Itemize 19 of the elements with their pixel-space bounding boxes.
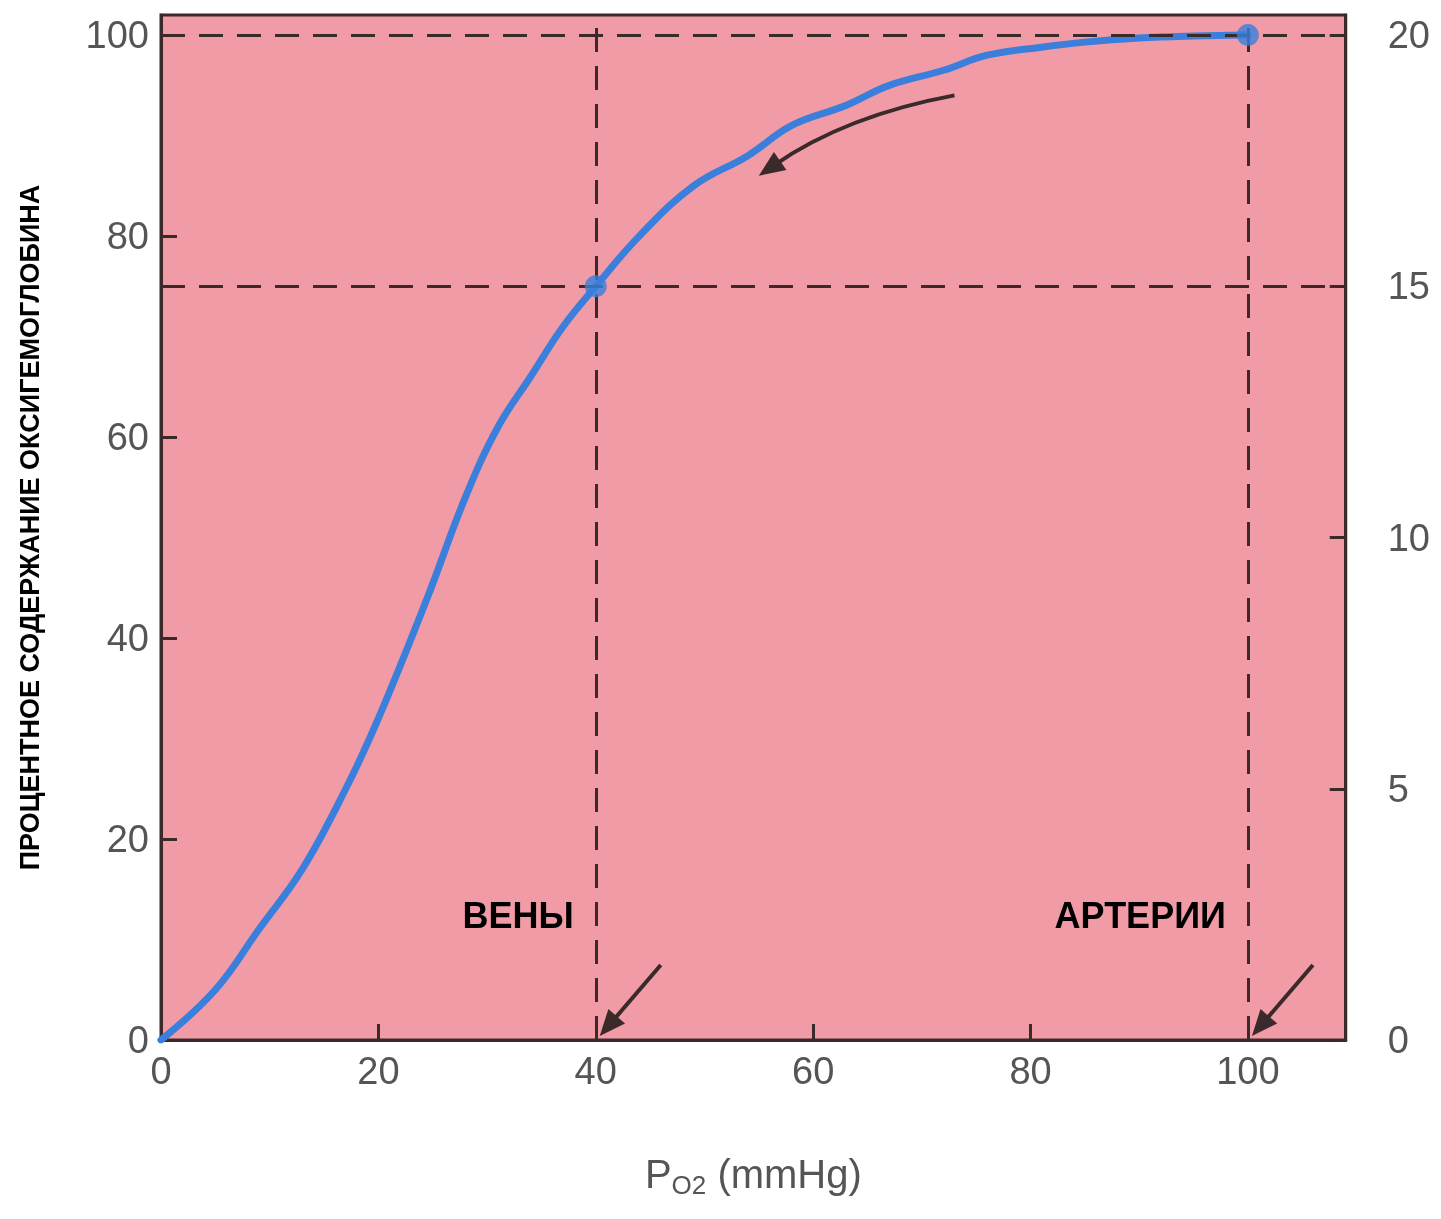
y2-tick-label: 5 [1387, 767, 1409, 810]
x-tick-label: 60 [792, 1050, 835, 1092]
y2-tick-label: 0 [1387, 1019, 1409, 1061]
y-tick-label: 0 [127, 1019, 149, 1061]
x-tick-label: 80 [1009, 1050, 1052, 1092]
ref-line-label: ВЕНЫ [462, 894, 574, 936]
y-axis-title: ПРОЦЕНТНОЕ СОДЕРЖАНИЕ ОКСИГЕМОГЛОБИНА [14, 184, 45, 871]
y-tick-label: 100 [85, 14, 149, 57]
y-tick-label: 80 [106, 215, 149, 258]
y2-tick-label: 10 [1387, 516, 1431, 559]
y2-tick-label: 15 [1387, 265, 1431, 308]
x-tick-label: 20 [357, 1050, 400, 1092]
y-tick-label: 60 [106, 416, 149, 459]
ref-line-label: АРТЕРИИ [1054, 894, 1226, 936]
y2-tick-label: 20 [1387, 14, 1431, 57]
y-tick-label: 20 [106, 818, 149, 861]
x-tick-label: 40 [574, 1050, 617, 1092]
x-tick-label: 100 [1216, 1050, 1280, 1092]
y-tick-label: 40 [106, 617, 149, 660]
